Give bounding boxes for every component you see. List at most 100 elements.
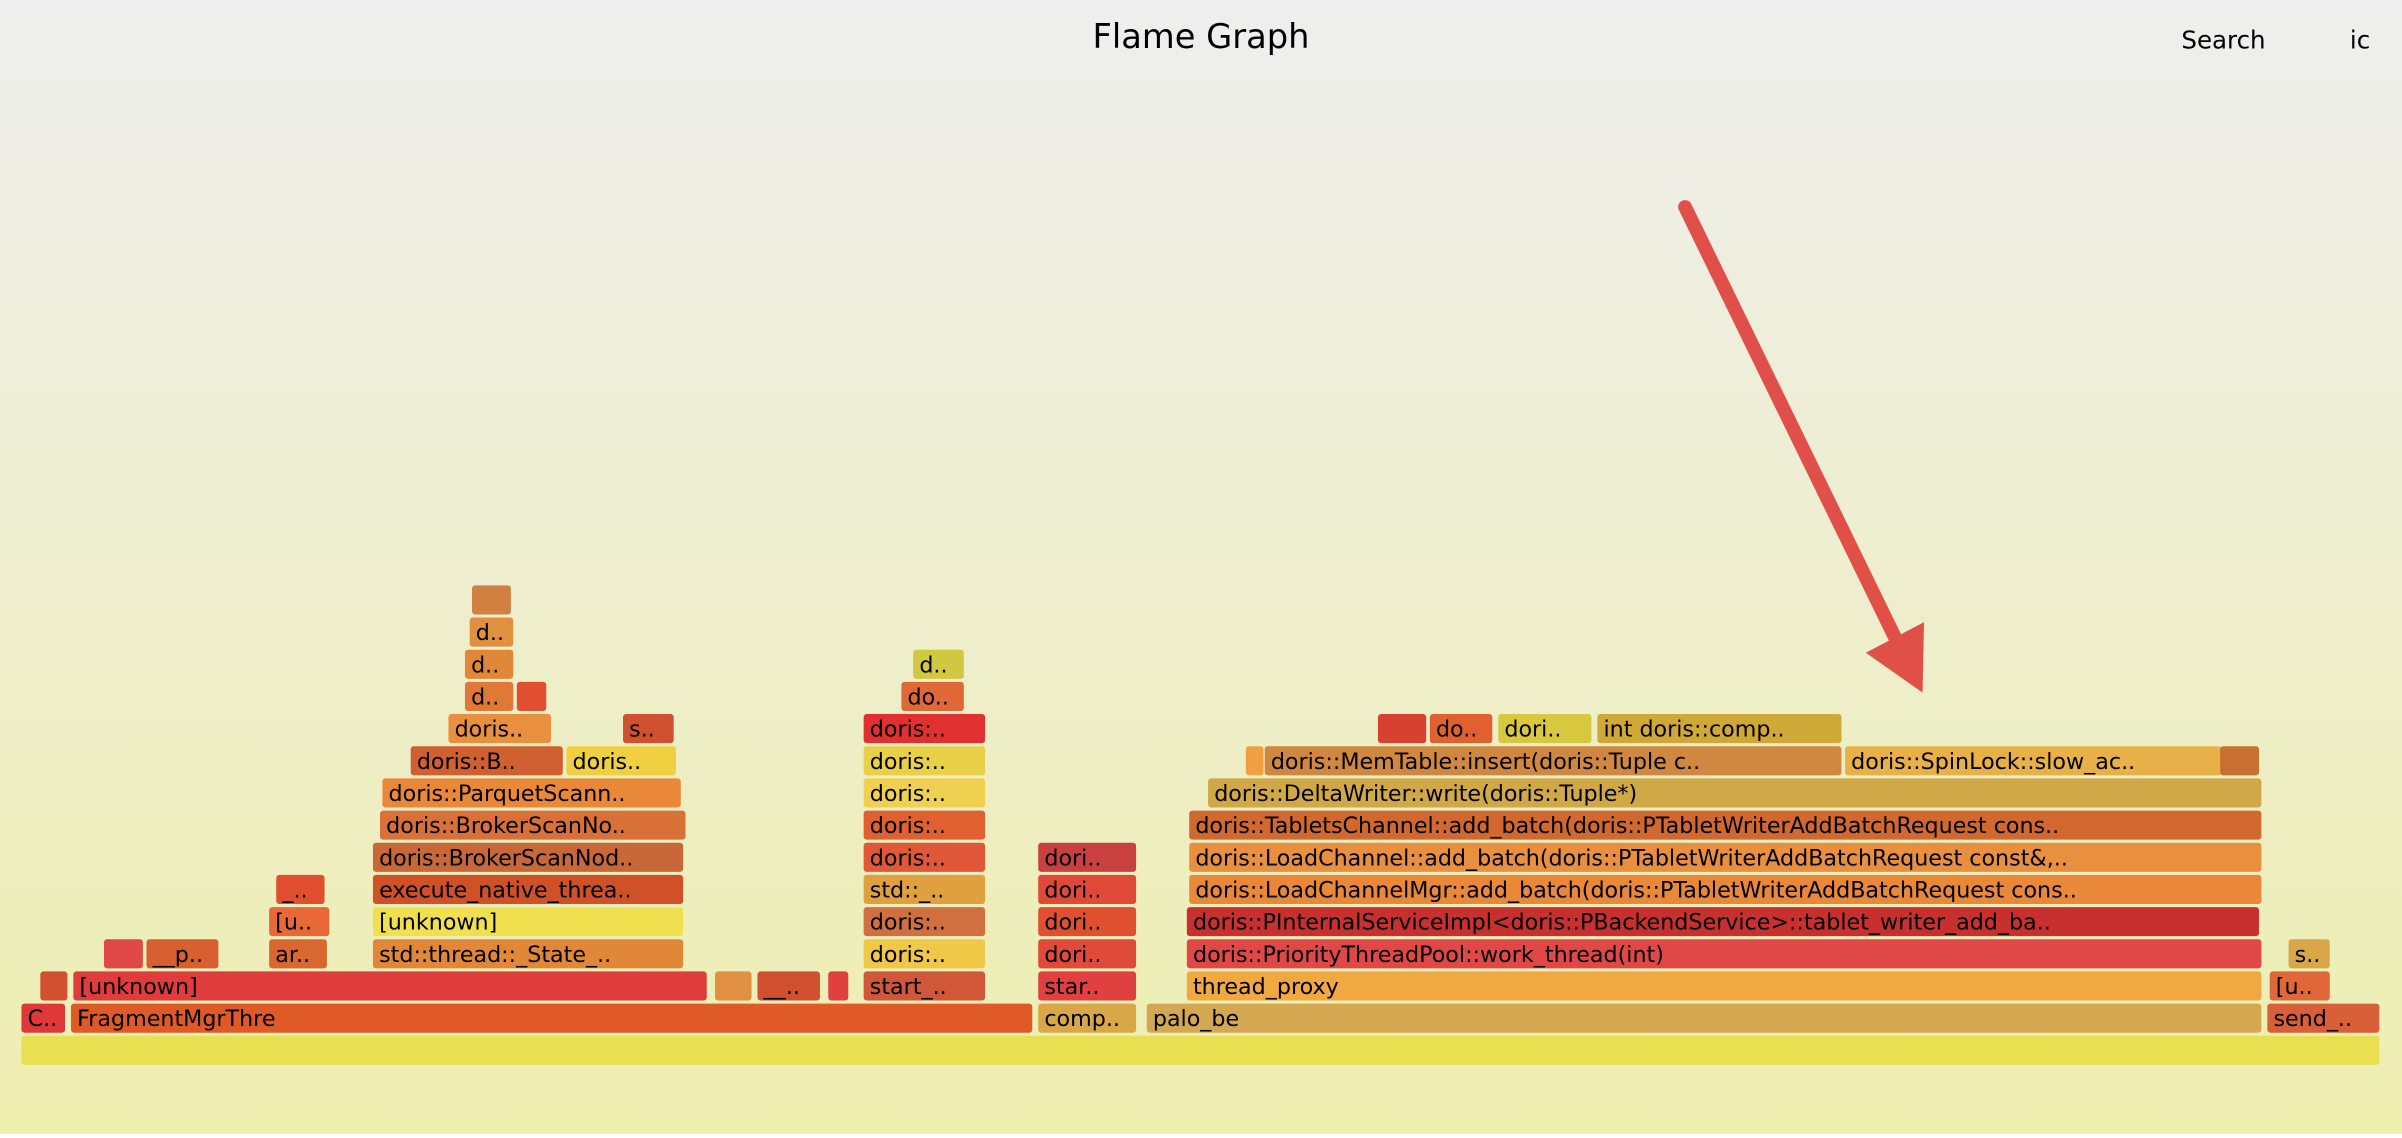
frame[interactable] bbox=[863, 907, 986, 937]
frame-label: execute_native_threa.. bbox=[379, 877, 631, 903]
frame-label: dori.. bbox=[1044, 910, 1101, 936]
frame[interactable] bbox=[372, 939, 684, 969]
frame[interactable] bbox=[1186, 907, 2260, 937]
frame-label: palo_be bbox=[1153, 1006, 1239, 1032]
frame[interactable] bbox=[70, 1003, 1033, 1033]
frame[interactable] bbox=[913, 649, 964, 679]
frame[interactable] bbox=[623, 714, 674, 744]
arrow-head bbox=[1865, 622, 1925, 693]
frame[interactable] bbox=[382, 778, 681, 808]
frame[interactable] bbox=[410, 746, 563, 776]
frame-label: dori.. bbox=[1044, 845, 1101, 871]
frame-label: doris::TabletsChannel::add_batch(doris::… bbox=[1195, 813, 2059, 839]
frame[interactable] bbox=[40, 971, 68, 1001]
frame[interactable] bbox=[863, 746, 986, 776]
frame[interactable] bbox=[757, 971, 820, 1001]
frame[interactable] bbox=[464, 681, 514, 711]
frame-label: doris:.. bbox=[870, 813, 946, 839]
frame[interactable] bbox=[1038, 842, 1137, 872]
frame[interactable] bbox=[566, 746, 677, 776]
frame-label: star.. bbox=[1044, 974, 1099, 1000]
frame[interactable] bbox=[1189, 874, 2262, 905]
frame[interactable] bbox=[146, 939, 219, 969]
frame[interactable] bbox=[863, 971, 986, 1001]
frame[interactable] bbox=[464, 649, 514, 679]
frame-label: d.. bbox=[476, 620, 504, 646]
frame[interactable] bbox=[863, 874, 986, 905]
frame-label: thread_proxy bbox=[1193, 974, 1339, 1000]
frame-label: d.. bbox=[919, 652, 947, 678]
frame[interactable] bbox=[276, 874, 325, 905]
frame-label: dori.. bbox=[1504, 717, 1561, 743]
frame[interactable] bbox=[715, 971, 752, 1001]
frame[interactable] bbox=[2269, 971, 2330, 1001]
frame[interactable] bbox=[863, 842, 986, 872]
frame[interactable] bbox=[1186, 939, 2262, 969]
frame[interactable] bbox=[472, 585, 511, 615]
frame[interactable] bbox=[269, 907, 330, 937]
frame-label: [u.. bbox=[2276, 974, 2313, 1000]
frame[interactable] bbox=[863, 810, 986, 840]
frame-label: dori.. bbox=[1044, 877, 1101, 903]
frame[interactable] bbox=[1845, 746, 2222, 776]
ignore-case-button[interactable]: ic bbox=[2350, 26, 2370, 55]
frame[interactable] bbox=[2288, 939, 2330, 969]
arrow-shaft bbox=[1678, 200, 1904, 648]
frame[interactable] bbox=[901, 681, 964, 711]
frame-label: int doris::comp.. bbox=[1603, 717, 1784, 743]
frame[interactable] bbox=[1597, 714, 1842, 744]
frame-label: d.. bbox=[471, 652, 499, 678]
frame[interactable] bbox=[1377, 714, 1427, 744]
frame[interactable] bbox=[372, 842, 684, 872]
search-button[interactable]: Search bbox=[2181, 26, 2265, 55]
frame[interactable] bbox=[1186, 971, 2262, 1001]
frame[interactable] bbox=[1038, 1003, 1137, 1033]
frame[interactable] bbox=[2267, 1003, 2380, 1033]
frame-label: doris:.. bbox=[870, 749, 946, 775]
frame[interactable] bbox=[1189, 842, 2262, 872]
frame-label: do.. bbox=[1436, 717, 1477, 743]
frame[interactable] bbox=[863, 714, 986, 744]
frame-label: doris::BrokerScanNo.. bbox=[386, 813, 626, 839]
frame[interactable] bbox=[1208, 778, 2262, 808]
frame[interactable] bbox=[1245, 746, 1264, 776]
frame[interactable] bbox=[380, 810, 686, 840]
frame[interactable] bbox=[1189, 810, 2262, 840]
frame[interactable] bbox=[104, 939, 143, 969]
frame-label: send_.. bbox=[2273, 1006, 2352, 1032]
frame-label: doris.. bbox=[573, 749, 642, 775]
frame[interactable] bbox=[863, 939, 986, 969]
frame-label: doris.. bbox=[455, 717, 524, 743]
frame-label: doris::DeltaWriter::write(doris::Tuple*) bbox=[1214, 781, 1637, 807]
frame[interactable] bbox=[448, 714, 552, 744]
frame[interactable] bbox=[1038, 939, 1137, 969]
frame[interactable] bbox=[372, 907, 684, 937]
frame-label: s.. bbox=[629, 717, 655, 743]
frame-label: dori.. bbox=[1044, 942, 1101, 968]
frame[interactable] bbox=[1264, 746, 1842, 776]
frame[interactable] bbox=[21, 1035, 2380, 1065]
frame[interactable] bbox=[1146, 1003, 2262, 1033]
frame-label: __.. bbox=[763, 974, 800, 1000]
frame-label: doris::PriorityThreadPool::work_thread(i… bbox=[1193, 942, 1664, 968]
frame[interactable] bbox=[21, 1003, 66, 1033]
frame[interactable] bbox=[1038, 907, 1137, 937]
frame[interactable] bbox=[1038, 971, 1137, 1001]
frame[interactable] bbox=[2220, 746, 2260, 776]
frame-label: [unknown] bbox=[79, 974, 197, 1000]
frame-label: comp.. bbox=[1044, 1006, 1120, 1032]
frame[interactable] bbox=[372, 874, 684, 905]
frame-label: [u.. bbox=[275, 910, 312, 936]
frame-label: doris::PInternalServiceImpl<doris::PBack… bbox=[1193, 910, 2051, 936]
frame[interactable] bbox=[269, 939, 327, 969]
frame-label: start_.. bbox=[870, 974, 947, 1000]
frame[interactable] bbox=[863, 778, 986, 808]
frame[interactable] bbox=[1498, 714, 1592, 744]
frame[interactable] bbox=[469, 617, 514, 647]
frame[interactable] bbox=[516, 681, 547, 711]
frame[interactable] bbox=[1429, 714, 1493, 744]
frame[interactable] bbox=[828, 971, 849, 1001]
frame[interactable] bbox=[1038, 874, 1137, 905]
frame[interactable] bbox=[73, 971, 707, 1001]
